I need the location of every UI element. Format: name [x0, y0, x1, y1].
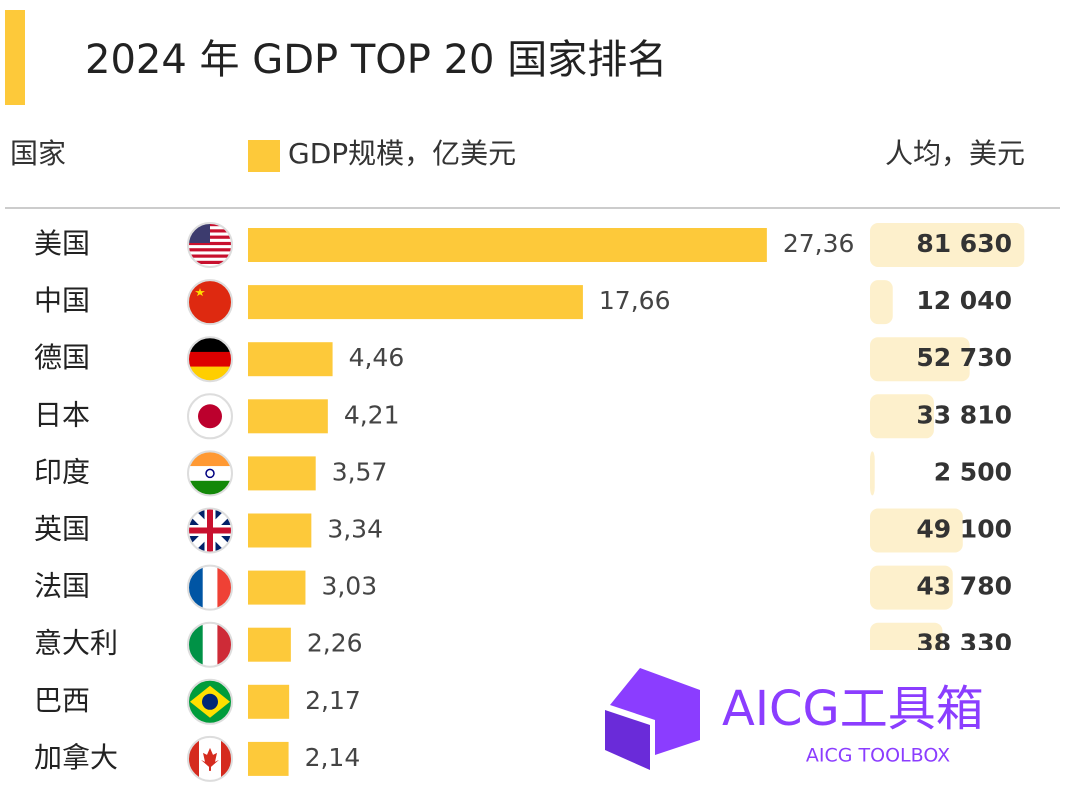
per-capita-bar: [870, 394, 934, 439]
legend-swatch: [248, 140, 280, 172]
flag-border: [187, 507, 233, 554]
value-label: 27,36: [783, 229, 855, 258]
flag-part: [188, 351, 232, 367]
logo: [610, 668, 700, 755]
bar: [248, 684, 290, 719]
value-label: 4,21: [344, 400, 400, 429]
value-label: 2,17: [305, 686, 361, 715]
flag-part: [205, 468, 215, 479]
bar: [248, 228, 767, 262]
bar: [248, 627, 291, 662]
per-capita-bar: [870, 508, 963, 553]
bar: [248, 456, 316, 491]
category-label: 英国: [34, 513, 90, 546]
value-label: 3,03: [321, 572, 377, 601]
legend-label: GDP规模，亿美元: [288, 137, 516, 170]
flag-part: [198, 404, 222, 429]
value-label: 3,34: [327, 515, 383, 544]
category-label: 美国: [34, 227, 90, 260]
column-header: 人均，美元: [885, 137, 1025, 170]
flag-part: [188, 508, 232, 553]
logo: [605, 710, 650, 770]
category-label: 中国: [34, 284, 90, 317]
column-header: 国家: [10, 137, 66, 170]
flag-part: [221, 736, 232, 781]
per-capita-bar: [870, 565, 953, 610]
flag-part: [188, 260, 232, 264]
value-label: 3,57: [332, 457, 388, 486]
value-label: 2,26: [307, 629, 363, 658]
per-capita-label: 33 810: [916, 400, 1012, 429]
per-capita-bar: [870, 337, 970, 382]
bar: [248, 741, 289, 776]
flag-part: [195, 288, 205, 297]
per-capita-label: 52 730: [916, 343, 1012, 372]
category-label: 加拿大: [34, 741, 118, 774]
bar: [248, 570, 306, 605]
watermark: AICG工具箱 AICG TOOLBOX: [578, 650, 1080, 788]
flag: [188, 508, 232, 553]
value-label: 4,46: [349, 343, 405, 372]
flag-part: [188, 280, 232, 325]
flag-part: [188, 241, 232, 246]
flag-border: [187, 279, 233, 326]
value-label: 17,66: [599, 286, 671, 315]
bar: [248, 342, 333, 377]
bar: [248, 513, 312, 548]
flag-part: [202, 622, 218, 667]
bar: [248, 285, 583, 320]
flag-part: [202, 565, 218, 610]
watermark-subtitle: AICG TOOLBOX: [806, 745, 950, 767]
category-label: 意大利: [34, 627, 118, 660]
flag-border: [187, 621, 233, 668]
flag-border: [187, 393, 233, 440]
category-label: 德国: [34, 341, 90, 374]
per-capita-label: 43 780: [916, 572, 1012, 601]
flag-border: [187, 336, 233, 383]
flag-border: [187, 222, 233, 268]
bar: [248, 399, 328, 434]
flag: [188, 736, 232, 781]
flag-border: [187, 735, 233, 782]
flag-part: [188, 248, 232, 252]
flag-border: [187, 450, 233, 497]
watermark-title: AICG工具箱: [722, 681, 984, 737]
per-capita-label: 2 500: [934, 457, 1012, 486]
flag-border: [187, 678, 233, 725]
per-capita-bar: [870, 223, 1025, 267]
value-label: 2,14: [305, 743, 361, 772]
per-capita-bar: [870, 451, 875, 496]
flag: [188, 679, 232, 724]
category-label: 印度: [34, 455, 90, 488]
category-label: 巴西: [34, 684, 90, 717]
flag-part: [188, 736, 199, 781]
flag-part: [202, 693, 218, 710]
flag-border: [187, 564, 233, 611]
chart-title: 2024 年 GDP TOP 20 国家排名: [85, 37, 667, 83]
per-capita-label: 81 630: [916, 229, 1012, 258]
per-capita-label: 12 040: [916, 286, 1012, 315]
flag-part: [188, 466, 232, 482]
flag: [188, 394, 232, 439]
title-accent: [5, 10, 25, 105]
category-label: 法国: [34, 570, 90, 603]
category-label: 日本: [34, 398, 90, 431]
flag: [188, 280, 232, 325]
per-capita-label: 49 100: [916, 515, 1012, 544]
flag-part: [188, 254, 232, 258]
flag-part: [201, 747, 219, 771]
per-capita-bar: [870, 280, 893, 325]
